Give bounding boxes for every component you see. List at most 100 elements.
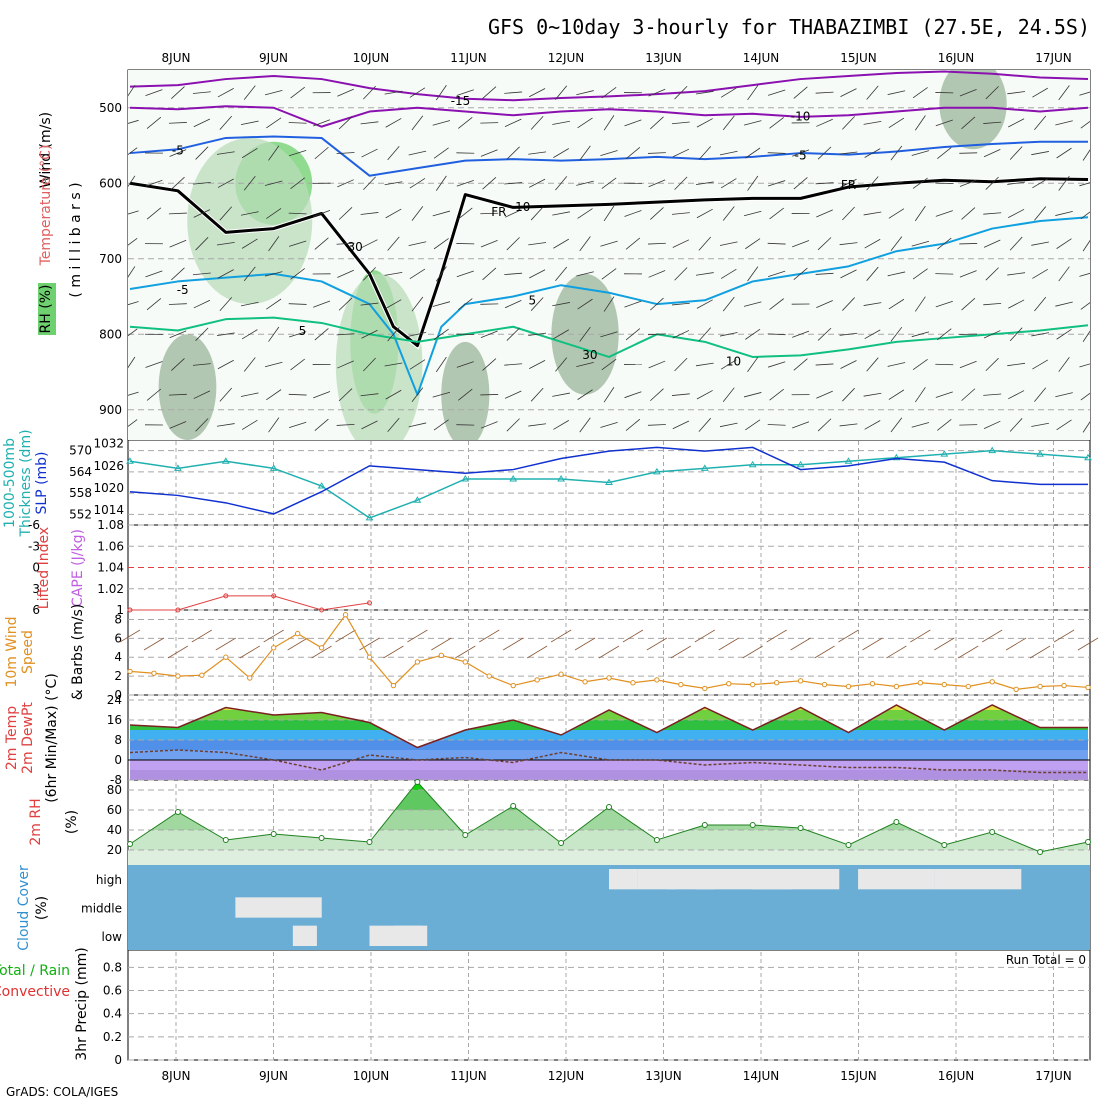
wind-barb [530,387,544,402]
wind-barb [552,211,570,216]
wind-barb [1032,268,1049,279]
wind-barb [672,148,690,158]
wind-barb [577,117,593,129]
wind-barb [290,268,305,280]
wind-barb [935,363,954,366]
wind-barb [625,328,641,341]
wind-barb [912,87,928,99]
wind-barb [552,120,570,125]
wind-barb [648,179,666,188]
wind-barb [432,120,451,126]
panel-frame [127,949,1091,1061]
wind-barb [555,357,568,372]
ylabel-precip: 3hr Precip (mm) [74,947,90,1060]
wind-barb [1055,210,1073,216]
thickness-marker [557,474,565,482]
wind-barb [482,358,497,371]
wind-barb [480,394,499,396]
wind-barb [866,85,879,100]
wind-barb [935,92,954,94]
wind-speed-marker [989,679,995,685]
rh-marker [653,837,660,843]
wind-barb [698,417,712,432]
wind-barb [385,208,402,219]
wind-barb [672,330,690,339]
wind-speed-marker [941,681,947,688]
wind-tick: 8 [114,612,122,626]
wind-barb [648,270,666,278]
date-label-top: 14JUN [743,51,780,65]
date-label-bottom: 13JUN [645,1069,682,1083]
wind-barb [1079,270,1090,277]
thickness-tick: 564 [69,465,92,479]
wind-barb [816,209,833,218]
wind-barb [145,333,163,335]
wind-barb [722,387,735,402]
wind-barb [937,328,952,341]
wind-barb [959,88,977,97]
wind-tick: 6 [114,631,122,645]
wind-barb-10m [502,637,524,651]
wind-barb [648,360,666,369]
thickness-marker [413,496,422,503]
wind-barb [983,330,1001,339]
wind-barb [456,361,474,368]
wind-speed-marker [869,680,876,687]
wind-barb [961,116,976,130]
wind-barb [289,240,307,247]
wind-barb [1007,91,1026,95]
wind-barb [601,358,617,371]
wind-barb [433,147,449,159]
wind-barb [528,423,547,427]
wind-barb [145,152,163,154]
wind-barb [268,326,280,342]
contour-label: -5 [172,143,184,157]
wind-barb [241,329,258,340]
wind-barb [411,296,424,312]
date-label-bottom: 16JUN [938,1069,975,1083]
rh-marker [558,840,565,846]
ylabel-slp: SLP (mb) [34,451,50,514]
wind-barb [289,149,307,157]
wind-barb [1056,419,1072,431]
wind-barb [887,362,906,367]
date-label-top: 16JUN [938,51,975,65]
lifted-tick: 0 [32,561,40,575]
rh-region [158,334,217,440]
contour-label: 5 [299,324,307,338]
wind-barb [146,388,162,401]
wind-barb [769,388,784,401]
wind-barb [911,422,930,428]
temperature-contour [129,316,1089,358]
date-label-top: 11JUN [450,51,487,65]
wind-barb [793,358,808,371]
wind-barb [959,179,977,187]
cloud-level-label: middle [81,902,122,916]
wind-barb [480,240,498,248]
contour-label: 30 [582,348,597,362]
wind-barb [169,421,187,429]
slp-line [129,446,1088,515]
wind-barb [1080,389,1090,401]
wind-barb [914,387,926,403]
wind-barb [722,206,735,221]
wind-barb [553,238,570,249]
wind-barb [576,180,594,186]
rh-marker [989,829,996,835]
cloud-cell [393,925,423,946]
wind-speed-marker [1061,682,1067,689]
wind-barb [145,361,163,368]
wind-barb [169,330,187,339]
wind-barb [336,152,355,155]
thickness-marker [509,474,518,482]
thickness-tick: 552 [69,507,92,521]
wind-barb [409,359,426,370]
wind-barb [793,267,808,280]
rh-marker [174,809,181,815]
wind-barb [791,303,810,305]
wind-barb [985,86,999,100]
wind-barb [624,364,642,365]
wind-barb [959,270,977,278]
wind-barb-10m [311,645,332,659]
wind-barb [336,423,355,426]
